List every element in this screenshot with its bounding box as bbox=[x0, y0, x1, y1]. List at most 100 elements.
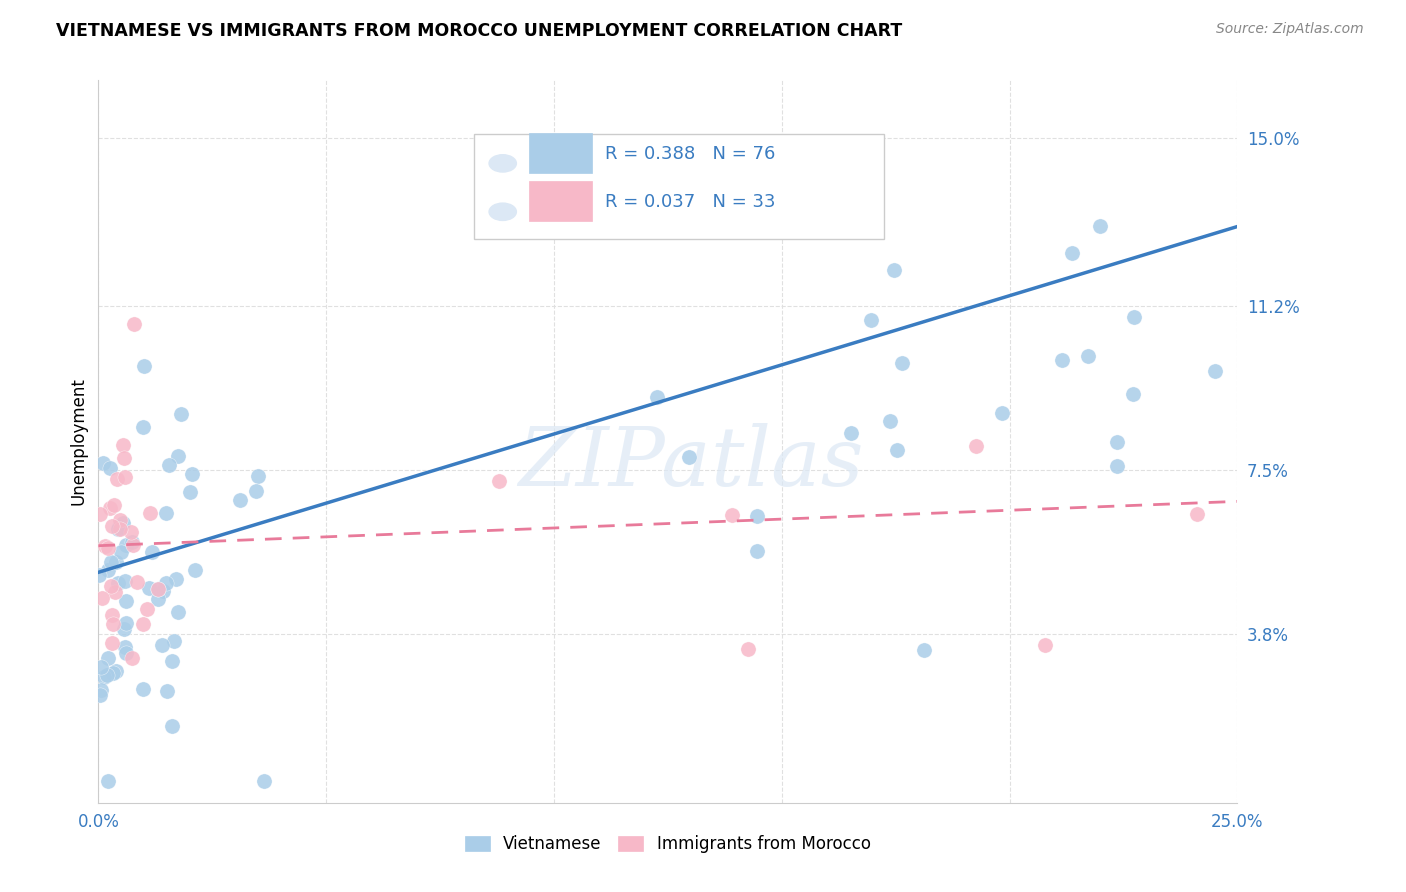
Point bbox=[93, 670, 115, 684]
Point bbox=[97, 563, 120, 577]
Point bbox=[107, 522, 129, 536]
Point bbox=[245, 484, 267, 499]
Point bbox=[98, 461, 121, 475]
Point bbox=[720, 508, 742, 522]
Point bbox=[107, 576, 129, 591]
Point bbox=[122, 538, 145, 552]
Point bbox=[108, 522, 131, 536]
Point bbox=[90, 660, 112, 674]
Point bbox=[108, 513, 131, 527]
Point bbox=[100, 635, 122, 649]
Point bbox=[678, 450, 700, 464]
Text: ZIPatlas: ZIPatlas bbox=[517, 423, 863, 503]
Point bbox=[138, 581, 160, 595]
Point bbox=[1077, 349, 1099, 363]
Point bbox=[114, 640, 136, 654]
Point bbox=[103, 499, 125, 513]
Point bbox=[252, 773, 274, 788]
Point bbox=[120, 524, 142, 539]
Point bbox=[89, 507, 111, 521]
Point bbox=[747, 544, 769, 558]
Point bbox=[125, 574, 148, 589]
Point bbox=[152, 583, 174, 598]
Point bbox=[146, 582, 169, 596]
Point bbox=[160, 719, 183, 733]
Point bbox=[1050, 353, 1073, 368]
Point bbox=[882, 263, 904, 277]
Point bbox=[112, 451, 135, 466]
Point bbox=[1123, 310, 1146, 324]
Point bbox=[101, 616, 124, 631]
Point bbox=[157, 458, 180, 473]
Point bbox=[131, 681, 153, 696]
Point bbox=[114, 593, 136, 607]
Point bbox=[155, 506, 177, 520]
Point bbox=[184, 563, 207, 577]
Point bbox=[148, 591, 170, 606]
Point bbox=[1185, 507, 1208, 521]
Point bbox=[965, 439, 987, 453]
Text: Source: ZipAtlas.com: Source: ZipAtlas.com bbox=[1216, 22, 1364, 37]
Point bbox=[114, 616, 136, 631]
Point bbox=[124, 317, 146, 331]
Point bbox=[114, 470, 136, 484]
Point bbox=[90, 682, 112, 697]
Point bbox=[115, 646, 138, 660]
Point bbox=[105, 472, 128, 486]
Point bbox=[859, 313, 882, 327]
Circle shape bbox=[489, 154, 516, 172]
Y-axis label: Unemployment: Unemployment bbox=[69, 377, 87, 506]
Point bbox=[96, 668, 118, 682]
Point bbox=[156, 684, 179, 698]
Point bbox=[1107, 459, 1129, 474]
Point bbox=[111, 516, 134, 531]
Point bbox=[737, 642, 759, 657]
Point bbox=[100, 555, 122, 569]
Point bbox=[100, 579, 122, 593]
Point bbox=[121, 534, 143, 549]
Point bbox=[136, 602, 159, 616]
Point bbox=[98, 500, 121, 515]
Legend: Vietnamese, Immigrants from Morocco: Vietnamese, Immigrants from Morocco bbox=[458, 828, 877, 860]
Point bbox=[166, 449, 188, 463]
Point bbox=[229, 493, 252, 508]
Point bbox=[886, 442, 908, 457]
Point bbox=[166, 605, 188, 619]
Point bbox=[112, 623, 135, 637]
Point bbox=[91, 457, 114, 471]
Point bbox=[90, 591, 112, 605]
Point bbox=[141, 545, 163, 559]
Point bbox=[1088, 219, 1111, 234]
Point bbox=[162, 654, 184, 668]
Point bbox=[1062, 245, 1084, 260]
Point bbox=[134, 359, 156, 374]
Point bbox=[247, 468, 270, 483]
Text: R = 0.388   N = 76: R = 0.388 N = 76 bbox=[605, 145, 776, 163]
Point bbox=[105, 664, 128, 678]
Point bbox=[645, 390, 668, 404]
Point bbox=[104, 555, 127, 569]
Point bbox=[146, 582, 169, 596]
Point bbox=[839, 426, 862, 441]
FancyBboxPatch shape bbox=[529, 181, 592, 221]
Point bbox=[745, 508, 768, 523]
Circle shape bbox=[489, 203, 516, 220]
Point bbox=[87, 568, 110, 582]
Point bbox=[114, 538, 136, 552]
Point bbox=[179, 484, 201, 499]
Point bbox=[94, 540, 117, 554]
Point bbox=[163, 634, 186, 648]
Text: R = 0.037   N = 33: R = 0.037 N = 33 bbox=[605, 193, 776, 211]
Point bbox=[1204, 364, 1226, 378]
Point bbox=[97, 650, 120, 665]
Point bbox=[180, 467, 202, 481]
Point bbox=[132, 617, 155, 632]
Point bbox=[139, 506, 162, 520]
Point bbox=[914, 643, 936, 657]
Point bbox=[107, 520, 129, 534]
Point bbox=[111, 438, 134, 452]
Point bbox=[891, 356, 914, 370]
Point bbox=[155, 576, 177, 591]
Text: VIETNAMESE VS IMMIGRANTS FROM MOROCCO UNEMPLOYMENT CORRELATION CHART: VIETNAMESE VS IMMIGRANTS FROM MOROCCO UN… bbox=[56, 22, 903, 40]
Point bbox=[97, 541, 120, 555]
